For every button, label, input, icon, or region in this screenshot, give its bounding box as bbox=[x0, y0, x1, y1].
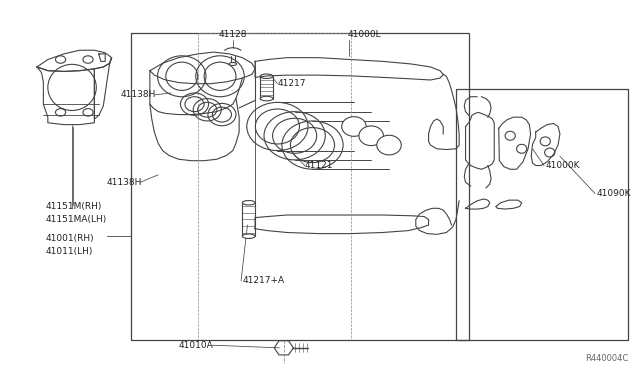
Text: 41001(RH): 41001(RH) bbox=[46, 234, 95, 243]
Text: 41138H: 41138H bbox=[106, 178, 141, 187]
Ellipse shape bbox=[260, 96, 273, 101]
Ellipse shape bbox=[342, 117, 366, 136]
Text: 41090K: 41090K bbox=[596, 189, 631, 198]
Text: 41151M(RH): 41151M(RH) bbox=[46, 202, 102, 211]
Ellipse shape bbox=[229, 62, 237, 65]
Text: 41010A: 41010A bbox=[179, 341, 214, 350]
Text: R440004C: R440004C bbox=[585, 354, 628, 363]
Bar bbox=[131, 33, 468, 340]
Ellipse shape bbox=[359, 126, 383, 145]
Ellipse shape bbox=[243, 234, 255, 238]
Text: 41138H: 41138H bbox=[121, 90, 156, 99]
Text: 41128: 41128 bbox=[218, 30, 247, 39]
Ellipse shape bbox=[377, 135, 401, 155]
Text: 41151MA(LH): 41151MA(LH) bbox=[46, 215, 107, 224]
Text: 41000L: 41000L bbox=[348, 30, 381, 39]
Bar bbox=[456, 89, 628, 340]
Text: 41011(LH): 41011(LH) bbox=[46, 247, 93, 256]
Text: 41000K: 41000K bbox=[545, 161, 580, 170]
Text: 41217: 41217 bbox=[277, 79, 306, 88]
Text: 41217+A: 41217+A bbox=[243, 276, 284, 285]
Text: 41121: 41121 bbox=[305, 161, 333, 170]
